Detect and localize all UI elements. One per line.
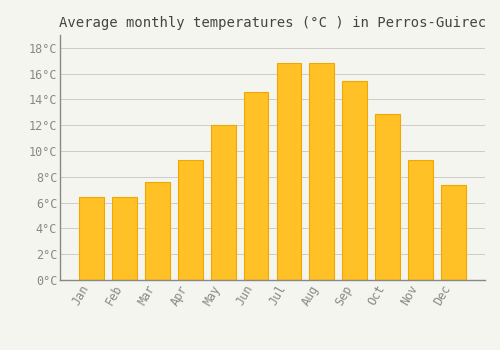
Bar <box>145 182 170 280</box>
Bar <box>178 160 203 280</box>
Bar <box>441 184 466 280</box>
Title: Average monthly temperatures (°C ) in Perros-Guirec: Average monthly temperatures (°C ) in Pe… <box>59 16 486 30</box>
Bar <box>276 63 301 280</box>
Bar <box>244 92 268 280</box>
Bar <box>408 160 433 280</box>
Bar <box>112 197 137 280</box>
Bar <box>310 63 334 280</box>
Bar <box>211 125 236 280</box>
Bar <box>342 82 367 280</box>
Bar <box>376 114 400 280</box>
Bar <box>80 197 104 280</box>
